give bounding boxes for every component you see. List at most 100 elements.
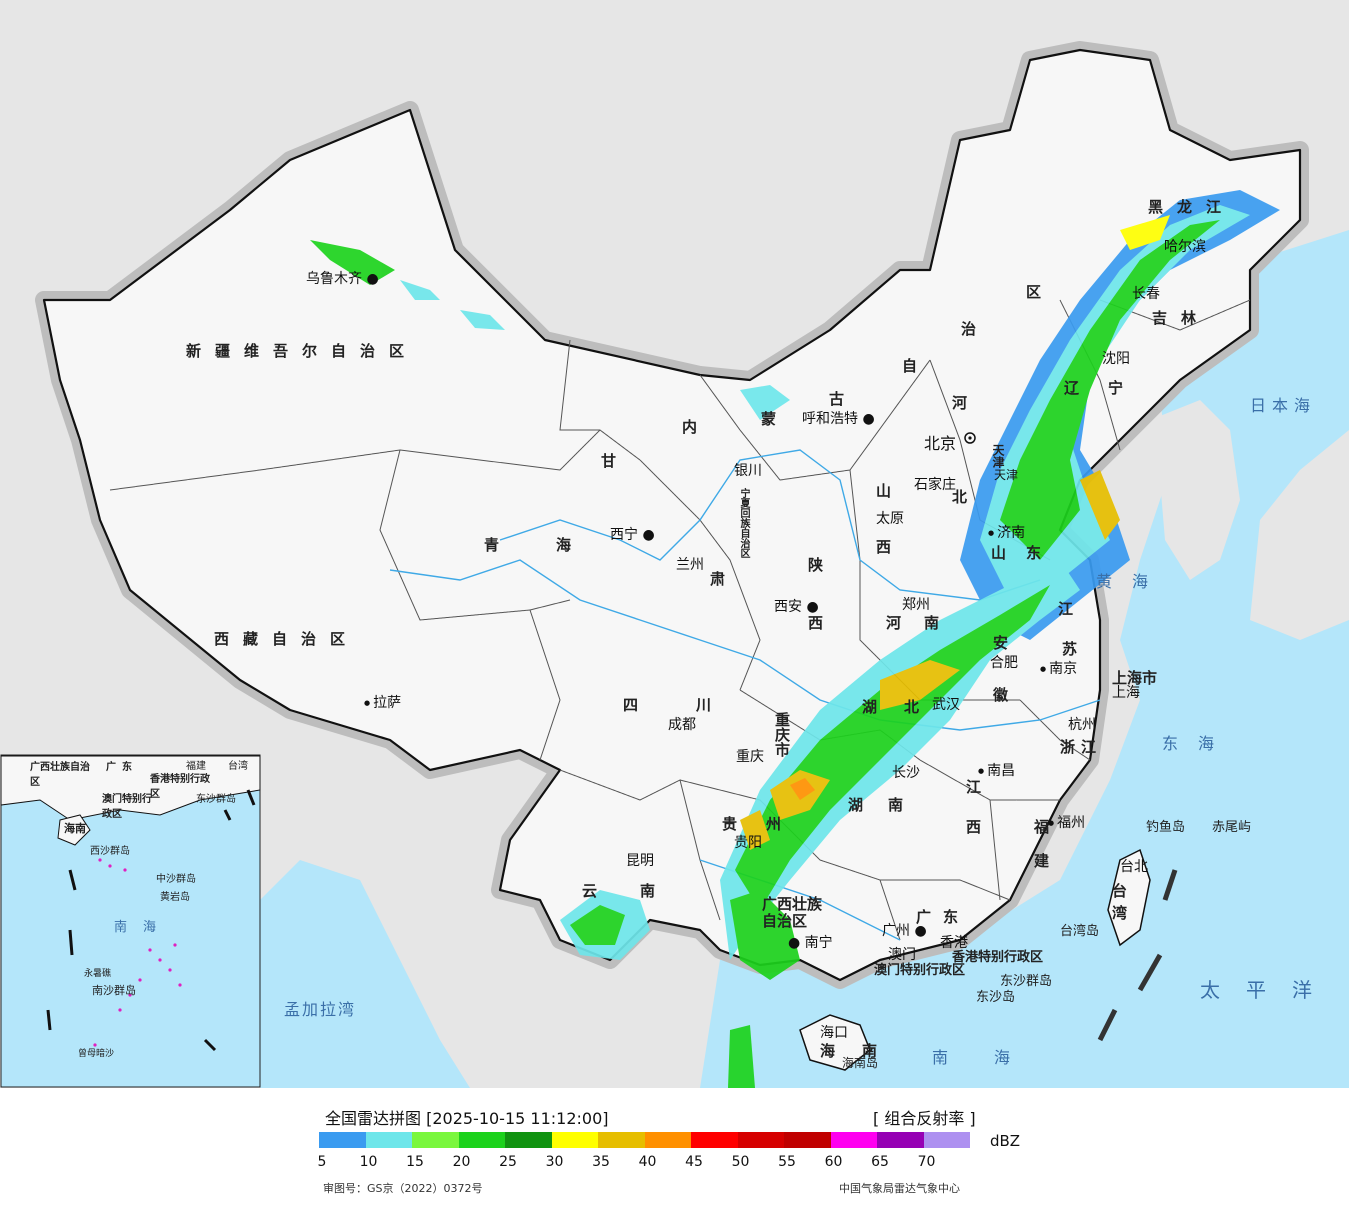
legend-unit: dBZ (990, 1132, 1021, 1150)
label-hunan-2: 南 (888, 796, 904, 814)
legend-panel: 全国雷达拼图 [2025-10-15 11:12:00] [ 组合反射率 ] 5… (0, 1088, 1349, 1208)
label-hebei-2: 北 (952, 488, 968, 506)
inset-islands (93, 858, 182, 1047)
island-dongsha-group: 东沙群岛 (1000, 974, 1053, 989)
label-shanxi-2: 西 (876, 538, 892, 556)
city-haikou: 海口 (820, 1025, 848, 1041)
city-shenyang: 沈阳 (1102, 351, 1130, 367)
label-jiangsu-2: 苏 (1062, 640, 1078, 658)
label-guizhou-1: 贵 (722, 815, 738, 833)
color-swatch (551, 1132, 598, 1148)
color-scale-tick: 25 (499, 1154, 517, 1170)
label-zhejiang: 浙江 (1060, 738, 1103, 756)
label-guangxi-1: 广西壮族 (762, 895, 823, 913)
city-chengdu: 成都 (668, 717, 696, 733)
color-scale-tick: 50 (731, 1154, 750, 1170)
label-ningxia: 宁夏回族自治区 (738, 488, 749, 558)
radar-echoes (310, 190, 1280, 1088)
color-swatch (319, 1132, 366, 1148)
color-swatch (737, 1132, 784, 1148)
label-fujian-1: 福 (1034, 818, 1050, 836)
korea-land (1150, 400, 1240, 580)
inset-label-guangdong: 广东 (106, 762, 138, 773)
city-hangzhou: 杭州 (1068, 717, 1096, 733)
radar-map: 新疆维吾尔自治区 西藏自治区 青 海 甘 肃 四 川 云 南 内 蒙 古 自 治… (0, 0, 1349, 1088)
hainan-island (799, 1014, 871, 1071)
legend-approval: 审图号：GS京（2022）0372号 (323, 1182, 483, 1195)
label-heilongjiang: 黑龙江 (1148, 198, 1236, 216)
inset-label-hainan: 海南 (64, 822, 86, 835)
label-chongqing-region: 重庆市 (773, 712, 791, 757)
city-fuzhou: 福州 (1048, 812, 1085, 832)
color-swatch (412, 1132, 459, 1148)
label-hubei-2: 北 (904, 698, 920, 716)
color-swatch (505, 1132, 552, 1148)
inset-mainland (0, 755, 261, 821)
label-nmg-6: 区 (1026, 283, 1042, 301)
color-scale-tick: 70 (917, 1154, 936, 1170)
color-scale-tick: 5 (317, 1154, 327, 1170)
city-shanghai: 上海 (1112, 685, 1140, 701)
label-anhui-2: 徽 (993, 686, 1009, 704)
label-shandong-1: 山 (991, 544, 1007, 562)
city-xian: 西安 ● (774, 599, 819, 615)
label-guizhou-2: 州 (766, 815, 782, 833)
label-taiwan-2: 湾 (1112, 904, 1128, 922)
map-canvas (0, 41, 1349, 1088)
color-swatch (691, 1132, 738, 1148)
city-yinchuan: 银川 (734, 463, 762, 479)
color-scale-tick: 45 (685, 1154, 703, 1170)
island-dongsha: 东沙岛 (976, 990, 1016, 1005)
label-hainan-1: 海 (820, 1042, 836, 1060)
label-xizang: 西藏自治区 (214, 630, 360, 648)
taiwan-island (1107, 848, 1151, 947)
sea-yellow: 黄海 (1096, 572, 1169, 591)
inset-label-fujian: 福建 (186, 761, 206, 772)
city-xining: 西宁 ● (610, 527, 655, 543)
label-shanxi-1: 山 (876, 482, 892, 500)
label-hunan-1: 湖 (848, 796, 864, 814)
city-taiyuan: 太原 (876, 511, 904, 527)
color-swatch (365, 1132, 412, 1148)
city-hongkong: 香港 (940, 935, 968, 951)
color-scale-bar (319, 1132, 970, 1148)
label-yunnan-2: 南 (640, 882, 656, 900)
label-liaoning-1: 辽 (1064, 379, 1080, 397)
city-kunming: 昆明 (626, 853, 654, 869)
sea-south: 南海 (932, 1048, 1057, 1067)
sea-japan: 日本海 (1250, 396, 1317, 415)
city-lanzhou: 兰州 (676, 557, 704, 573)
label-hebei-1: 河 (952, 394, 968, 412)
label-shandong-2: 东 (1026, 544, 1042, 562)
label-macau-region: 澳门特别行政区 (874, 963, 966, 978)
island-hainan: 海南岛 (842, 1056, 879, 1070)
sea-bengal: 孟加拉湾 (284, 1000, 357, 1019)
beijing-marker (964, 432, 976, 444)
inset-label-nansha: 南沙群岛 (92, 984, 136, 997)
color-swatch (598, 1132, 645, 1148)
sea-east: 东海 (1162, 734, 1235, 753)
city-changsha: 长沙 (892, 765, 920, 781)
label-hubei-1: 湖 (862, 698, 878, 716)
label-gansu-2: 肃 (710, 570, 726, 588)
legend-product: [ 组合反射率 ] (873, 1109, 976, 1128)
label-hainan-2: 南 (862, 1042, 878, 1060)
city-beijing: 北京 (924, 434, 957, 453)
color-scale-tick: 20 (452, 1154, 471, 1170)
japan-land (1250, 430, 1349, 640)
color-scale-tick: 10 (359, 1154, 378, 1170)
city-chongqing: 重庆 (736, 749, 764, 765)
city-taibei: 台北 (1120, 859, 1148, 875)
city-zhengzhou: 郑州 (902, 597, 930, 613)
label-qinghai-2: 海 (556, 536, 572, 554)
city-tianjin: 天津 (994, 468, 1019, 482)
color-swatch (644, 1132, 691, 1148)
city-macau: 澳门 (888, 947, 916, 963)
label-shaanxi-2: 西 (808, 614, 824, 632)
color-scale-tick: 30 (545, 1154, 564, 1170)
label-guangxi-2: 自治区 (762, 912, 808, 930)
label-henan-2: 南 (924, 614, 940, 632)
label-sichuan-2: 川 (696, 696, 712, 714)
city-wuhan: 武汉 (932, 697, 960, 713)
city-shijiazhuang: 石家庄 (914, 477, 956, 493)
